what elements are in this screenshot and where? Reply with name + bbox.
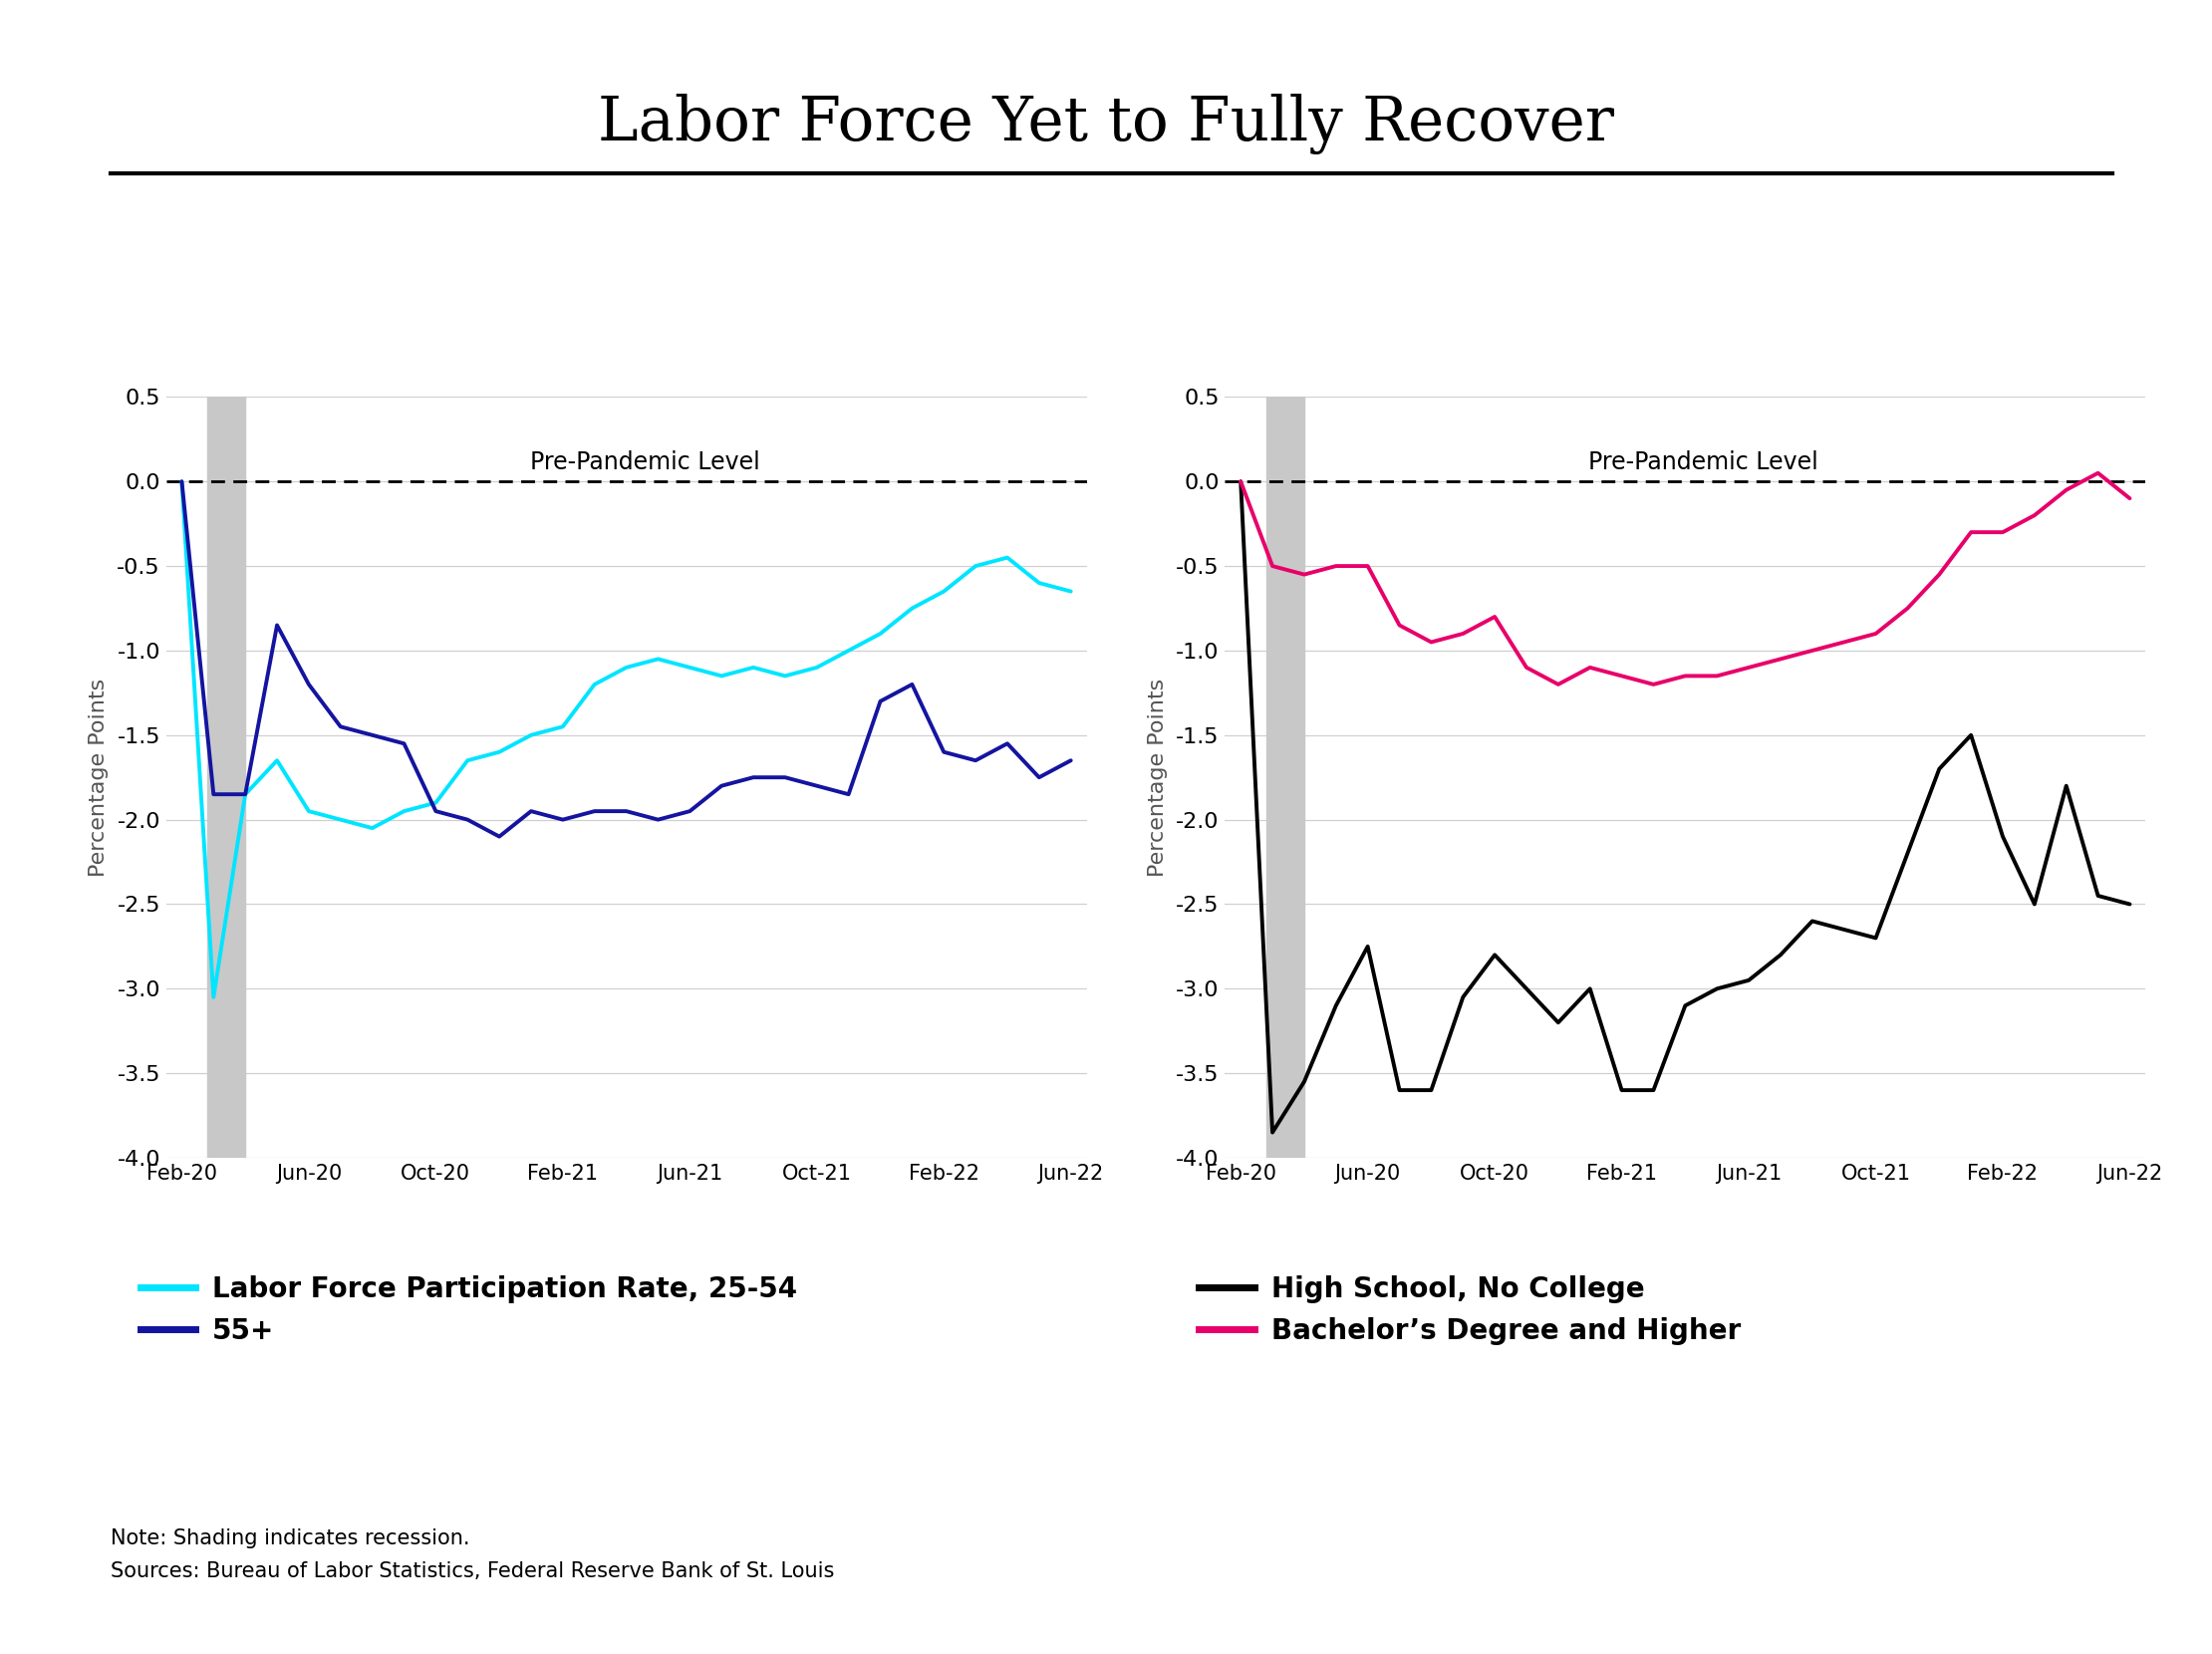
Bar — [208, 397, 246, 1158]
Legend: Labor Force Participation Rate, 25-54, 55+: Labor Force Participation Rate, 25-54, 5… — [128, 1264, 807, 1356]
Legend: High School, No College, Bachelor’s Degree and Higher: High School, No College, Bachelor’s Degr… — [1188, 1264, 1752, 1356]
Bar — [1265, 397, 1305, 1158]
Y-axis label: Percentage Points: Percentage Points — [88, 678, 108, 877]
Text: Pre-Pandemic Level: Pre-Pandemic Level — [529, 450, 759, 475]
Text: Pre-Pandemic Level: Pre-Pandemic Level — [1588, 450, 1818, 475]
Text: Note: Shading indicates recession.
Sources: Bureau of Labor Statistics, Federal : Note: Shading indicates recession. Sourc… — [111, 1528, 834, 1581]
Text: Labor Force Yet to Fully Recover: Labor Force Yet to Fully Recover — [597, 94, 1615, 154]
Y-axis label: Percentage Points: Percentage Points — [1148, 678, 1168, 877]
